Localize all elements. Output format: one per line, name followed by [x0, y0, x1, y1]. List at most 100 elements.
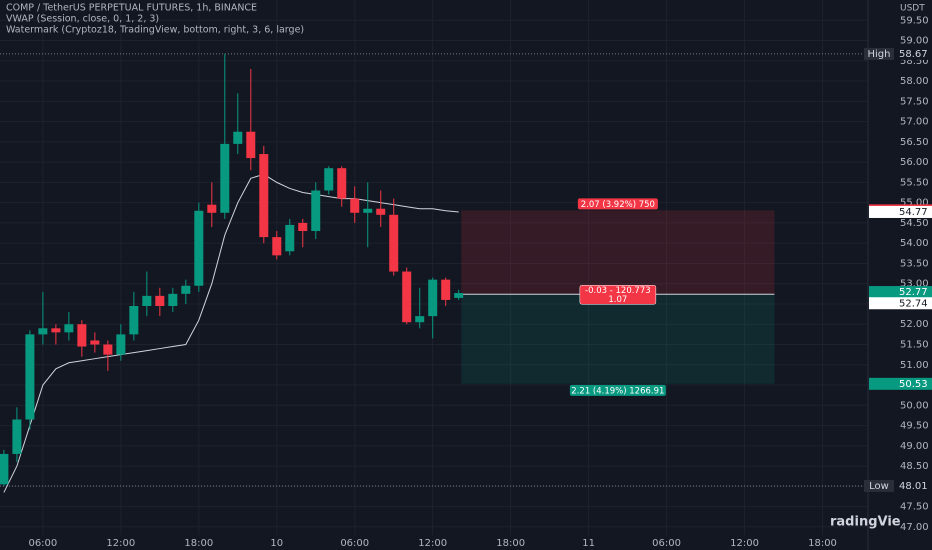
- candle-body: [376, 208, 386, 215]
- marker-label: Low: [869, 481, 889, 492]
- candle-body: [298, 222, 308, 232]
- chart-title: COMP / TetherUS PERPETUAL FUTURES, 1h, B…: [6, 3, 257, 14]
- y-tick-label: 51.00: [900, 360, 929, 371]
- x-tick-label: 06:00: [28, 538, 57, 549]
- y-tick-label: 53.00: [900, 279, 929, 290]
- target-price: 50.53: [899, 379, 928, 390]
- candle-body: [402, 271, 412, 323]
- candle-body: [311, 190, 321, 232]
- candle-body: [77, 324, 87, 347]
- y-tick-label: 52.00: [900, 319, 929, 330]
- y-tick-label: 58.00: [900, 76, 929, 87]
- candle-body: [220, 143, 230, 213]
- entry-price-tag: [869, 297, 932, 310]
- marker-tag: [864, 479, 894, 492]
- x-tick-label: 18:00: [808, 538, 837, 549]
- candle-body: [285, 224, 295, 252]
- candle-body: [90, 340, 100, 345]
- indicator-label: VWAP (Session, close, 0, 1, 2, 3): [6, 14, 159, 25]
- y-tick-label: 56.50: [900, 137, 929, 148]
- candle-body: [324, 168, 334, 191]
- y-tick-label: 47.50: [900, 502, 929, 513]
- y-tick-label: 55.50: [900, 177, 929, 188]
- x-tick-label: 10: [270, 538, 283, 549]
- target-price-tag: [869, 377, 932, 390]
- y-tick-label: 50.00: [900, 400, 929, 411]
- x-tick-label: 12:00: [106, 538, 135, 549]
- y-tick-label: 51.50: [900, 340, 929, 351]
- candle-body: [129, 306, 139, 335]
- candle-body: [272, 237, 282, 256]
- candle-body: [246, 131, 256, 159]
- candle-body: [142, 295, 152, 307]
- price-tag: [895, 479, 932, 492]
- entry-label: 1.07: [608, 295, 627, 305]
- entry-price: 52.74: [899, 298, 928, 309]
- vwap-line: [3, 173, 459, 493]
- candle-body: [441, 279, 451, 300]
- candle-body: [51, 328, 61, 333]
- y-tick-label: 49.00: [900, 441, 929, 452]
- candle-body: [116, 334, 126, 355]
- y-tick-label: 59.00: [900, 36, 929, 47]
- y-tick-label: 49.50: [900, 421, 929, 432]
- entry-tag: [579, 285, 657, 305]
- target-label: 2.21 (4.19%) 1266.91: [571, 386, 664, 396]
- entry-label: -0.03 - 120.773: [585, 286, 651, 296]
- y-tick-label: 54.00: [900, 238, 929, 249]
- last-price: 52.77: [899, 287, 928, 298]
- candle-body: [207, 204, 217, 213]
- x-tick-label: 18:00: [496, 538, 525, 549]
- x-tick-label: 06:00: [652, 538, 681, 549]
- candle-body: [12, 419, 22, 454]
- y-tick-label: 47.00: [900, 522, 929, 533]
- price-label: 58.67: [899, 49, 928, 60]
- price-label: 48.01: [899, 481, 928, 492]
- target-tag: [569, 384, 666, 396]
- x-tick-label: 11: [582, 538, 595, 549]
- stop-label: 2.07 (3.92%) 750: [581, 200, 655, 210]
- candle-body: [103, 344, 113, 355]
- candle-body: [454, 293, 464, 298]
- candle-body: [350, 198, 360, 213]
- y-tick-label: 53.50: [900, 258, 929, 269]
- candle-body: [363, 208, 373, 213]
- watermark: radingVie: [830, 515, 901, 530]
- y-tick-label: 59.50: [900, 15, 929, 26]
- stop-zone: [461, 210, 775, 295]
- y-tick-label: 56.00: [900, 157, 929, 168]
- currency: USDT: [900, 4, 925, 14]
- y-tick-label: 57.00: [900, 117, 929, 128]
- candle-body: [168, 293, 178, 307]
- marker-tag: [864, 47, 894, 60]
- candle-body: [25, 334, 35, 420]
- y-tick-label: 58.50: [900, 56, 929, 67]
- y-tick-label: 54.50: [900, 218, 929, 229]
- x-tick-label: 18:00: [184, 538, 213, 549]
- candle-body: [38, 328, 48, 335]
- candle-body: [428, 279, 438, 317]
- candle-body: [389, 214, 399, 272]
- candle-body: [181, 285, 191, 294]
- candle-body: [155, 295, 165, 307]
- candle-body: [337, 168, 347, 199]
- candle-body: [0, 453, 9, 485]
- candle-body: [194, 210, 204, 286]
- candle-body: [233, 131, 243, 144]
- indicator-label: Watermark (Cryptoz18, TradingView, botto…: [6, 25, 304, 36]
- x-tick-label: 06:00: [340, 538, 369, 549]
- vwap-price: 54.77: [899, 207, 928, 218]
- candle-body: [415, 316, 425, 323]
- stop-tag: [577, 198, 658, 210]
- x-tick-label: 12:00: [418, 538, 447, 549]
- marker-label: High: [868, 49, 891, 60]
- candle-body: [64, 324, 74, 333]
- y-tick-label: 48.50: [900, 461, 929, 472]
- vwap-price-tag: [869, 205, 932, 218]
- y-tick-label: 55.00: [900, 198, 929, 209]
- y-tick-label: 57.50: [900, 96, 929, 107]
- x-tick-label: 12:00: [730, 538, 759, 549]
- target-zone: [461, 294, 775, 384]
